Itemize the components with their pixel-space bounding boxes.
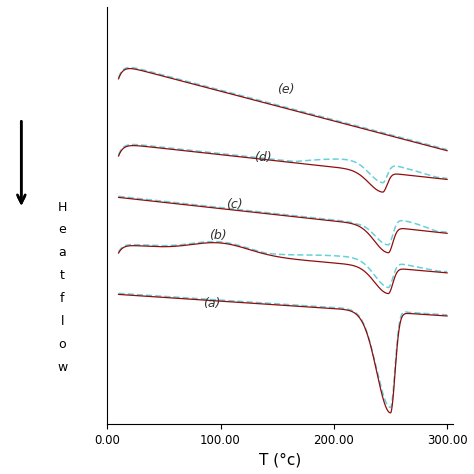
Text: a: a	[58, 246, 66, 259]
Text: (e): (e)	[277, 83, 295, 96]
Text: l: l	[61, 315, 64, 328]
Text: t: t	[60, 269, 65, 283]
Text: o: o	[58, 338, 66, 351]
Text: e: e	[58, 223, 66, 237]
Text: (c): (c)	[226, 198, 243, 211]
Text: H: H	[58, 201, 67, 213]
Text: f: f	[60, 292, 64, 305]
Text: (a): (a)	[203, 297, 221, 310]
Text: w: w	[57, 361, 67, 374]
Text: (b): (b)	[209, 228, 227, 242]
X-axis label: T (°c): T (°c)	[259, 452, 301, 467]
Text: (d): (d)	[255, 151, 272, 164]
